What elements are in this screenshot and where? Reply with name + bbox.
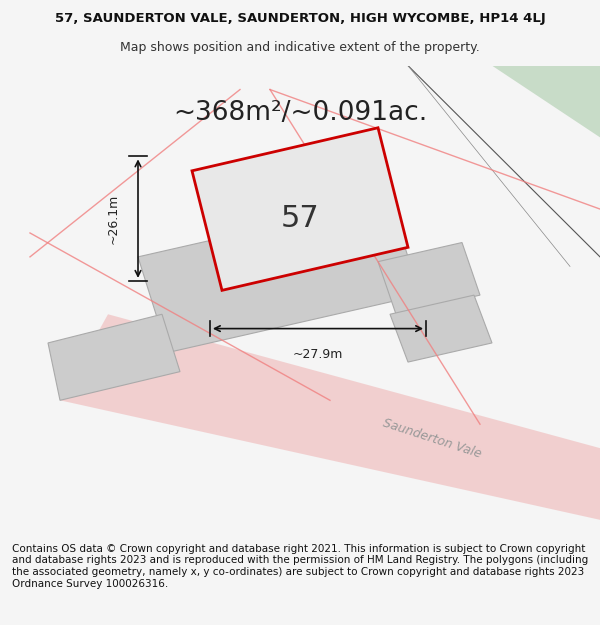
Polygon shape	[138, 199, 420, 352]
Polygon shape	[48, 314, 180, 400]
Text: ~26.1m: ~26.1m	[107, 194, 120, 244]
Polygon shape	[390, 295, 492, 362]
Text: Contains OS data © Crown copyright and database right 2021. This information is : Contains OS data © Crown copyright and d…	[12, 544, 588, 589]
Text: Map shows position and indicative extent of the property.: Map shows position and indicative extent…	[120, 41, 480, 54]
Polygon shape	[378, 242, 480, 314]
Text: Saunderton Vale: Saunderton Vale	[381, 416, 483, 461]
Polygon shape	[492, 66, 600, 138]
Polygon shape	[60, 314, 600, 520]
Text: 57, SAUNDERTON VALE, SAUNDERTON, HIGH WYCOMBE, HP14 4LJ: 57, SAUNDERTON VALE, SAUNDERTON, HIGH WY…	[55, 12, 545, 25]
Text: ~368m²/~0.091ac.: ~368m²/~0.091ac.	[173, 101, 427, 126]
Polygon shape	[192, 127, 408, 291]
Text: 57: 57	[281, 204, 319, 233]
Text: ~27.9m: ~27.9m	[293, 348, 343, 361]
